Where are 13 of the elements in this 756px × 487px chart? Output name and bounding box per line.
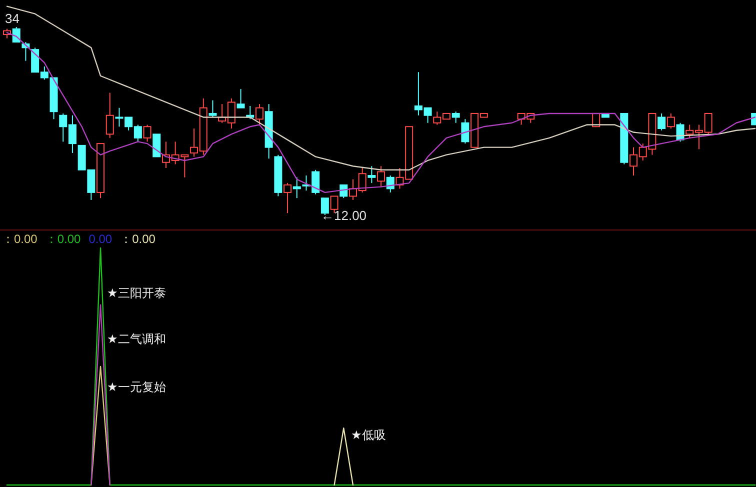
text: ：0.00 <box>120 232 156 246</box>
candlestick <box>106 92 114 138</box>
candlestick <box>264 104 273 160</box>
annotation: ←12.00 <box>321 208 367 223</box>
candlestick <box>292 176 301 199</box>
text: 34 <box>5 11 20 26</box>
annotation: ★低吸 <box>351 428 386 442</box>
annotation: ★三阳开泰 <box>107 286 166 300</box>
annotation: ★一元复始 <box>107 380 166 394</box>
annotation: ★二气调和 <box>107 332 166 346</box>
text: ：0.00 <box>45 232 82 246</box>
text: ：0.00 <box>2 232 38 246</box>
text: 0.00 <box>88 232 112 246</box>
